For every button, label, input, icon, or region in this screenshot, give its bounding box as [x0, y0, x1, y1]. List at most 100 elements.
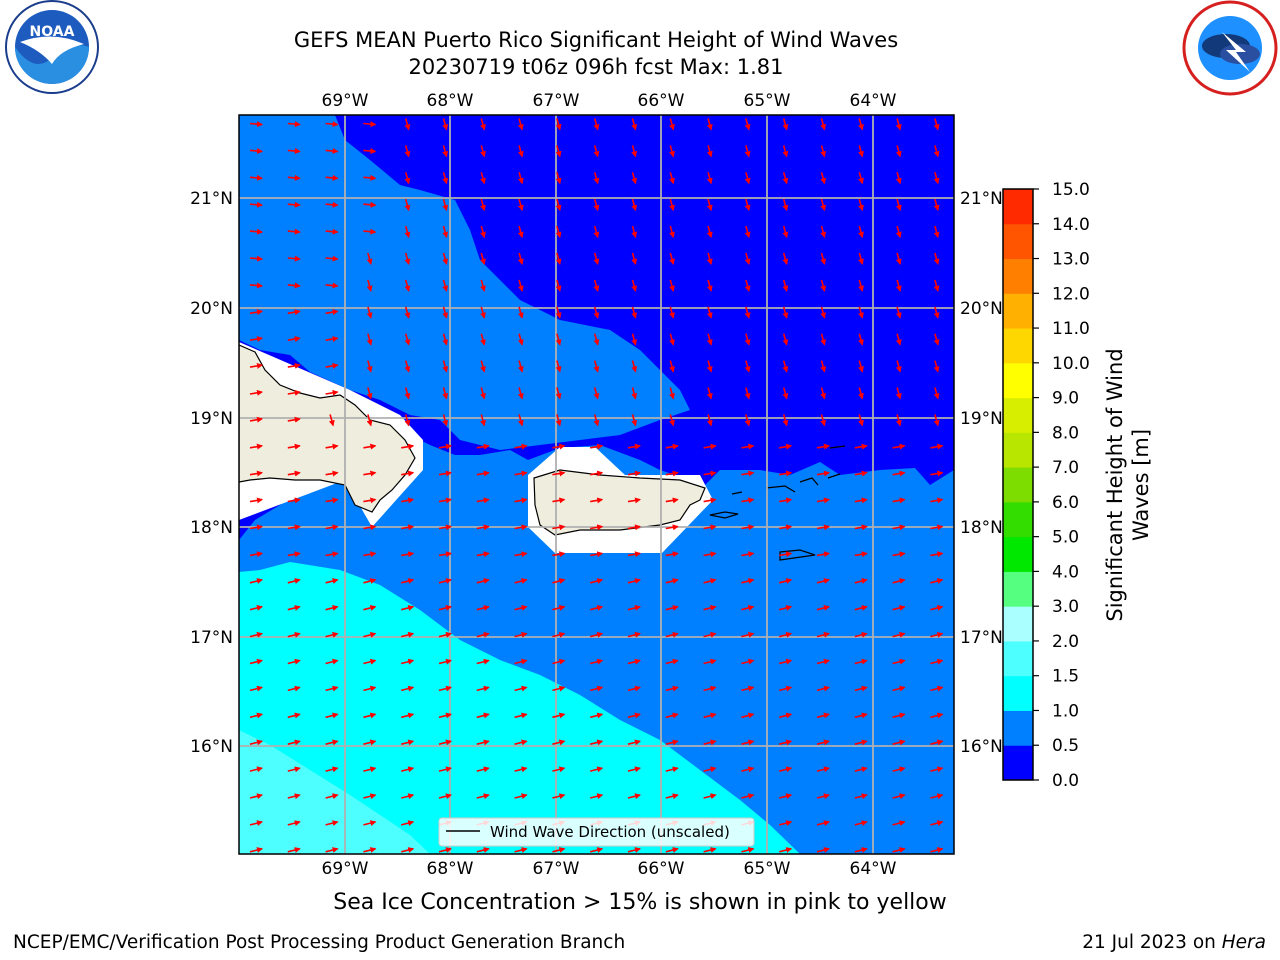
wave-direction-arrow — [442, 145, 449, 158]
wave-direction-arrow — [703, 847, 717, 853]
wave-direction-arrow — [706, 360, 713, 373]
wave-direction-arrow — [816, 631, 830, 638]
colorbar-segment — [1003, 328, 1033, 364]
wave-direction-arrow — [933, 387, 940, 400]
wave-direction-arrow — [249, 739, 263, 746]
wave-direction-arrow — [892, 712, 906, 719]
wave-direction-arrow — [442, 279, 449, 292]
wave-direction-arrow — [741, 470, 755, 477]
wave-direction-arrow — [287, 766, 301, 773]
wave-direction-arrow — [480, 306, 486, 319]
wave-direction-arrow — [480, 333, 486, 346]
wave-direction-arrow — [706, 252, 713, 265]
wave-direction-arrow — [404, 333, 411, 346]
wave-direction-arrow — [631, 414, 638, 427]
footer-host: Hera — [1221, 932, 1266, 953]
wave-direction-arrow — [816, 685, 830, 692]
wave-direction-arrow — [854, 766, 868, 773]
wave-direction-arrow — [816, 497, 830, 504]
wave-direction-arrow — [401, 443, 415, 450]
wave-direction-arrow — [782, 360, 789, 373]
wave-band-1-1p5 — [239, 562, 800, 854]
wave-direction-arrow — [590, 605, 604, 611]
wave-direction-arrow — [287, 847, 301, 853]
wave-direction-arrow — [593, 306, 600, 319]
colorbar-segment — [1003, 467, 1033, 503]
wave-direction-arrow — [401, 766, 415, 773]
wave-direction-arrow — [627, 578, 641, 584]
wave-direction-arrow — [703, 605, 717, 611]
wave-direction-arrow — [363, 739, 377, 746]
wave-direction-arrow — [703, 766, 717, 773]
wave-direction-arrow — [401, 524, 415, 531]
wave-direction-arrow — [665, 712, 679, 719]
footer-branch: NCEP/EMC/Verification Post Processing Pr… — [13, 932, 626, 953]
wave-direction-arrow — [930, 712, 944, 719]
wave-direction-arrow — [741, 578, 755, 584]
wave-direction-arrow — [287, 416, 301, 423]
wave-direction-arrow — [816, 712, 830, 719]
wave-direction-arrow — [930, 551, 944, 558]
wave-direction-arrow — [706, 387, 713, 400]
colorbar-segment — [1003, 675, 1033, 711]
wave-direction-arrow — [555, 172, 562, 185]
wave-direction-arrow — [669, 252, 675, 265]
wave-direction-arrow — [779, 470, 793, 477]
lat-label-left: 20°N — [190, 299, 233, 319]
wave-direction-arrow — [287, 820, 301, 827]
wave-direction-arrow — [933, 279, 940, 292]
wave-direction-arrow — [438, 847, 452, 853]
lon-label-top: 69°W — [322, 91, 369, 111]
wave-direction-arrow — [858, 252, 864, 265]
wave-direction-arrow — [249, 201, 263, 208]
wave-direction-arrow — [287, 631, 301, 638]
wave-direction-arrow — [590, 443, 604, 450]
wave-direction-arrow — [514, 605, 528, 611]
wave-direction-arrow — [665, 578, 679, 584]
wave-direction-arrow — [627, 605, 641, 611]
wave-direction-arrow — [366, 306, 373, 319]
wave-direction-arrow — [325, 443, 339, 450]
wave-direction-arrow — [514, 847, 528, 853]
wave-direction-arrow — [363, 174, 377, 181]
wave-direction-arrow — [442, 360, 449, 373]
puerto-rico-land — [533, 469, 706, 536]
wave-direction-arrow — [858, 333, 864, 346]
lat-label-right: 19°N — [960, 409, 1003, 429]
wave-direction-arrow — [517, 198, 524, 212]
wave-direction-arrow — [854, 578, 868, 584]
wave-direction-arrow — [325, 820, 339, 827]
wave-direction-arrow — [325, 766, 339, 773]
wave-direction-arrow — [895, 118, 902, 131]
wave-direction-arrow — [480, 118, 486, 131]
wave-direction-arrow — [552, 631, 566, 638]
wave-direction-arrow — [404, 414, 411, 427]
wave-direction-arrow — [363, 793, 377, 800]
wave-direction-arrow — [669, 118, 675, 131]
wave-direction-arrow — [933, 198, 940, 212]
wave-direction-arrow — [892, 739, 906, 746]
wave-direction-arrow — [744, 252, 751, 265]
wave-direction-arrow — [782, 279, 789, 292]
wave-direction-arrow — [631, 387, 638, 400]
lon-label-top: 64°W — [850, 91, 897, 111]
wave-direction-arrow — [287, 524, 301, 531]
wave-direction-arrow — [892, 793, 906, 800]
wave-direction-arrow — [820, 333, 827, 346]
colorbar-title-line1: Significant Height of Wind — [1103, 348, 1127, 621]
wave-direction-arrow — [933, 145, 940, 158]
wave-direction-arrow — [631, 252, 638, 265]
wave-direction-arrow — [744, 145, 751, 158]
wave-direction-arrow — [703, 551, 717, 558]
wave-direction-arrow — [892, 820, 906, 827]
wave-direction-arrow — [249, 551, 263, 558]
wave-direction-arrow — [514, 551, 528, 558]
wave-direction-arrow — [404, 306, 411, 319]
wave-direction-arrow — [552, 605, 566, 611]
wave-direction-arrow — [249, 578, 263, 584]
colorbar-tick-label: 8.0 — [1052, 423, 1079, 443]
wave-direction-arrow — [703, 739, 717, 746]
noaa-logo-text: NOAA — [30, 24, 75, 40]
wave-direction-arrow — [782, 414, 789, 427]
footer-date-text: 21 Jul 2023 on — [1082, 932, 1222, 953]
